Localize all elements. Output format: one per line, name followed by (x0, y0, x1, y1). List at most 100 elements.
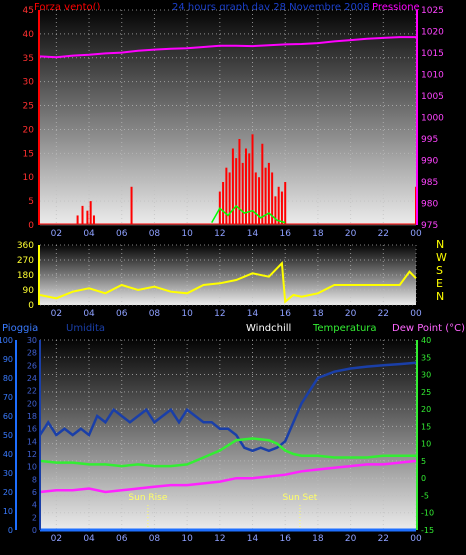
humidity-y-tick-label: 24 (27, 374, 37, 383)
legend-umidita: Umidita (66, 323, 105, 334)
sun-marker-label: Sun Set (283, 493, 318, 503)
p1-x-tick-label: 16 (279, 229, 291, 239)
p3-x-tick-label: 12 (214, 534, 225, 544)
wind-y-tick-label: 20 (23, 125, 35, 135)
direction-y-tick-label: 270 (17, 256, 34, 266)
wind-pressure-panel (38, 9, 418, 226)
dewpoint-series-line (39, 459, 417, 494)
direction-series-line (39, 261, 417, 304)
humidity-y-tick-label: 10 (27, 463, 37, 472)
pressure-y-tick-label: 980 (421, 200, 438, 210)
pressure-y-tick-label: 985 (421, 178, 438, 188)
pressure-y-tick-label: 975 (421, 221, 438, 231)
wind-y-tick-label: 35 (23, 54, 34, 64)
rain-y-tick-label: 20 (3, 488, 13, 497)
compass-label: S (436, 264, 443, 277)
p2-x-tick-label: 12 (214, 309, 225, 319)
pressure-y-tick-label: 1005 (421, 92, 444, 102)
temperature-y-tick-label: 15 (421, 422, 431, 431)
wind-y-tick-label: 45 (23, 6, 34, 16)
p2-x-tick-label: 20 (345, 309, 357, 319)
gust-series-line (211, 204, 286, 224)
wind-y-tick-label: 25 (23, 102, 34, 112)
p1-x-tick-label: 14 (247, 229, 259, 239)
p1-x-tick-label: 08 (149, 229, 161, 239)
pressure-y-tick-label: 1000 (421, 114, 444, 124)
p3-x-tick-label: 06 (116, 534, 128, 544)
rain-y-tick-label: 60 (3, 412, 13, 421)
legend-dew-point: Dew Point (°C) (392, 323, 465, 334)
temperature-y-tick-label: 20 (421, 405, 431, 414)
humidity-y-tick-label: 20 (27, 399, 37, 408)
p3-x-tick-label: 20 (345, 534, 357, 544)
legend-pioggia: Pioggia (2, 323, 38, 334)
direction-y-tick-label: 90 (23, 286, 35, 296)
direction-y-tick-label: 0 (28, 301, 34, 311)
p3-x-tick-label: 00 (410, 534, 422, 544)
p3-x-tick-label: 16 (279, 534, 291, 544)
pressure-y-tick-label: 1025 (421, 6, 444, 16)
pressure-y-tick-label: 1020 (421, 28, 444, 38)
legend-windchill: Windchill (246, 323, 291, 334)
p2-x-tick-label: 22 (378, 309, 389, 319)
temperature-y-tick-label: 5 (421, 457, 426, 466)
p3-x-tick-label: 18 (312, 534, 324, 544)
chart-title: 24 hours graph day 28 Novembre 2008 (172, 2, 370, 13)
humidity-y-tick-label: 30 (27, 336, 37, 345)
humidity-y-tick-label: 4 (32, 501, 37, 510)
temperature-y-tick-label: 30 (421, 371, 431, 380)
p3-x-tick-label: 02 (51, 534, 62, 544)
p1-x-tick-label: 20 (345, 229, 357, 239)
humidity-y-tick-label: 26 (27, 361, 37, 370)
header-left-label: Forza vento() (34, 2, 101, 13)
temperature-y-tick-label: 10 (421, 440, 431, 449)
humidity-y-tick-label: 18 (27, 412, 37, 421)
p3-x-tick-label: 10 (181, 534, 193, 544)
wind-y-tick-label: 10 (23, 173, 35, 183)
compass-label: W (436, 251, 447, 264)
temperature-y-tick-label: -15 (421, 526, 434, 535)
direction-y-tick-label: 180 (17, 271, 34, 281)
wind-y-tick-label: 5 (28, 197, 34, 207)
p1-x-tick-label: 12 (214, 229, 225, 239)
p1-x-tick-label: 04 (83, 229, 95, 239)
temperature-y-tick-label: 40 (421, 336, 431, 345)
p1-x-tick-label: 18 (312, 229, 324, 239)
p1-x-tick-label: 10 (181, 229, 193, 239)
wind-y-tick-label: 15 (23, 149, 34, 159)
humidity-y-tick-label: 14 (27, 437, 37, 446)
temperature-y-tick-label: -5 (421, 491, 429, 500)
header-right-label: Pressione (372, 2, 420, 13)
p2-x-tick-label: 14 (247, 309, 259, 319)
humidity-y-tick-label: 28 (27, 349, 37, 358)
humidity-series-line (38, 361, 417, 453)
humidity-y-tick-label: 16 (27, 425, 37, 434)
p2-x-tick-label: 02 (51, 309, 62, 319)
wind-y-tick-label: 30 (23, 78, 35, 88)
direction-y-tick-label: 360 (17, 241, 34, 251)
rain-y-tick-label: 50 (3, 431, 13, 440)
p2-x-tick-label: 00 (410, 309, 422, 319)
pressure-series-line (39, 36, 416, 59)
p2-x-tick-label: 08 (149, 309, 161, 319)
rain-humidity-temperature-plot-area (40, 340, 416, 530)
p3-x-tick-label: 14 (247, 534, 259, 544)
compass-label: E (436, 277, 443, 290)
pressure-y-tick-label: 990 (421, 157, 438, 167)
rain-y-tick-label: 70 (3, 393, 13, 402)
compass-label: N (436, 238, 444, 251)
rain-humidity-temperature-panel: Sun Rise Sun Set (15, 339, 418, 532)
humidity-y-tick-label: 12 (27, 450, 37, 459)
wind-y-tick-label: 0 (28, 221, 34, 231)
pressure-y-tick-label: 1010 (421, 71, 444, 81)
pressure-y-tick-label: 995 (421, 135, 438, 145)
temperature-y-tick-label: 35 (421, 353, 431, 362)
rain-y-tick-label: 10 (3, 507, 13, 516)
wind-pressure-plot-area (40, 10, 416, 225)
p3-x-tick-label: 08 (149, 534, 161, 544)
humidity-y-tick-label: 0 (32, 526, 37, 535)
rain-y-tick-label: 40 (3, 450, 13, 459)
temperature-y-tick-label: 25 (421, 388, 431, 397)
p1-x-tick-label: 00 (410, 229, 422, 239)
rain-y-tick-label: 30 (3, 469, 13, 478)
